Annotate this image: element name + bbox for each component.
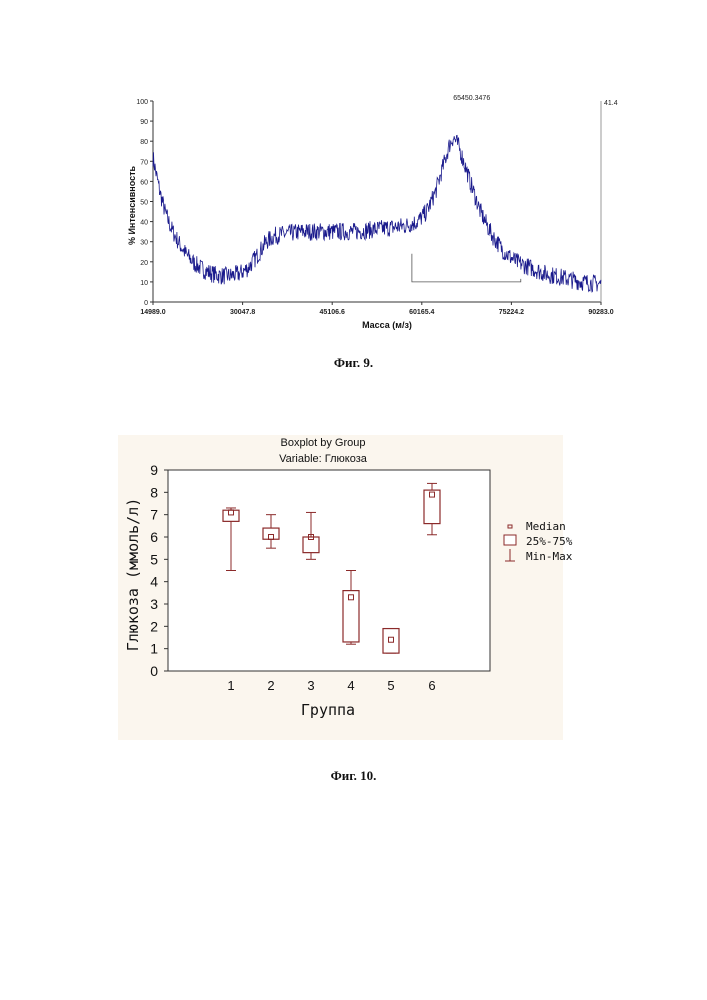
y-tick-label: 40 [140, 220, 148, 227]
spectrum-line [153, 135, 601, 292]
y-tick-label: 90 [140, 119, 148, 126]
y-tick-label: 5 [150, 551, 158, 567]
y-tick-label: 20 [140, 260, 148, 267]
x-axis-title: Масса (м/з) [362, 320, 412, 330]
mass-spectrum-chart: 0 10 20 30 40 50 60 70 80 90 100 14989.0 30047.8 4510… [0, 0, 707, 340]
boxplot-title: Boxplot by Group [281, 437, 366, 449]
plot-area [168, 470, 490, 671]
y-tick-label: 3 [150, 596, 158, 612]
x-tick-label: 3 [307, 678, 314, 693]
y-tick-label: 0 [144, 300, 148, 307]
y-tick-label: 7 [150, 507, 158, 523]
figure-9-caption: Фиг. 9. [0, 355, 707, 371]
y-tick-label: 30 [140, 240, 148, 247]
boxplot-subtitle: Variable: Глюкоза [279, 453, 368, 465]
right-axis-label: 41.4 [604, 100, 618, 107]
x-tick-label: 14989.0 [140, 309, 165, 316]
y-axis-title: % Интенсивность [127, 165, 137, 245]
legend-box-marker [504, 535, 516, 545]
y-tick-label: 1 [150, 641, 158, 657]
legend-minmax: Min-Max [526, 550, 573, 563]
x-tick-label: 90283.0 [588, 309, 613, 316]
x-tick-label: 6 [428, 678, 435, 693]
y-axis-title: Глюкоза (ммоль/л) [124, 498, 142, 652]
y-tick-label: 6 [150, 529, 158, 545]
y-tick-label: 70 [140, 159, 148, 166]
y-tick-label: 0 [150, 663, 158, 679]
boxplot-chart: Boxplot by Group Variable: Глюкоза 0 1 2 3 4 5 6… [0, 430, 707, 780]
x-tick-label: 2 [267, 678, 274, 693]
box-iqr [223, 510, 239, 521]
y-tick-label: 9 [150, 462, 158, 478]
y-tick-label: 80 [140, 139, 148, 146]
peak-label: 65450.3476 [453, 95, 490, 102]
x-axis-title: Группа [301, 701, 355, 719]
box-iqr [424, 490, 440, 523]
x-tick-label: 1 [227, 678, 234, 693]
y-tick-label: 2 [150, 618, 158, 634]
x-tick-label: 5 [387, 678, 394, 693]
box-iqr [383, 629, 399, 654]
y-tick-label: 100 [136, 99, 148, 106]
box-iqr [343, 591, 359, 642]
legend-iqr: 25%-75% [526, 535, 573, 548]
y-tick-label: 8 [150, 484, 158, 500]
y-tick-label: 50 [140, 200, 148, 207]
x-tick-label: 30047.8 [230, 309, 255, 316]
y-tick-label: 10 [140, 280, 148, 287]
x-tick-label: 60165.4 [409, 309, 434, 316]
box-iqr [263, 528, 279, 539]
x-tick-label: 45106.6 [320, 309, 345, 316]
y-tick-label: 4 [150, 574, 158, 590]
figure-10-caption: Фиг. 10. [0, 768, 707, 784]
x-tick-label: 4 [347, 678, 354, 693]
x-tick-label: 75224.2 [499, 309, 524, 316]
y-tick-label: 60 [140, 179, 148, 186]
legend-median: Median [526, 520, 566, 533]
